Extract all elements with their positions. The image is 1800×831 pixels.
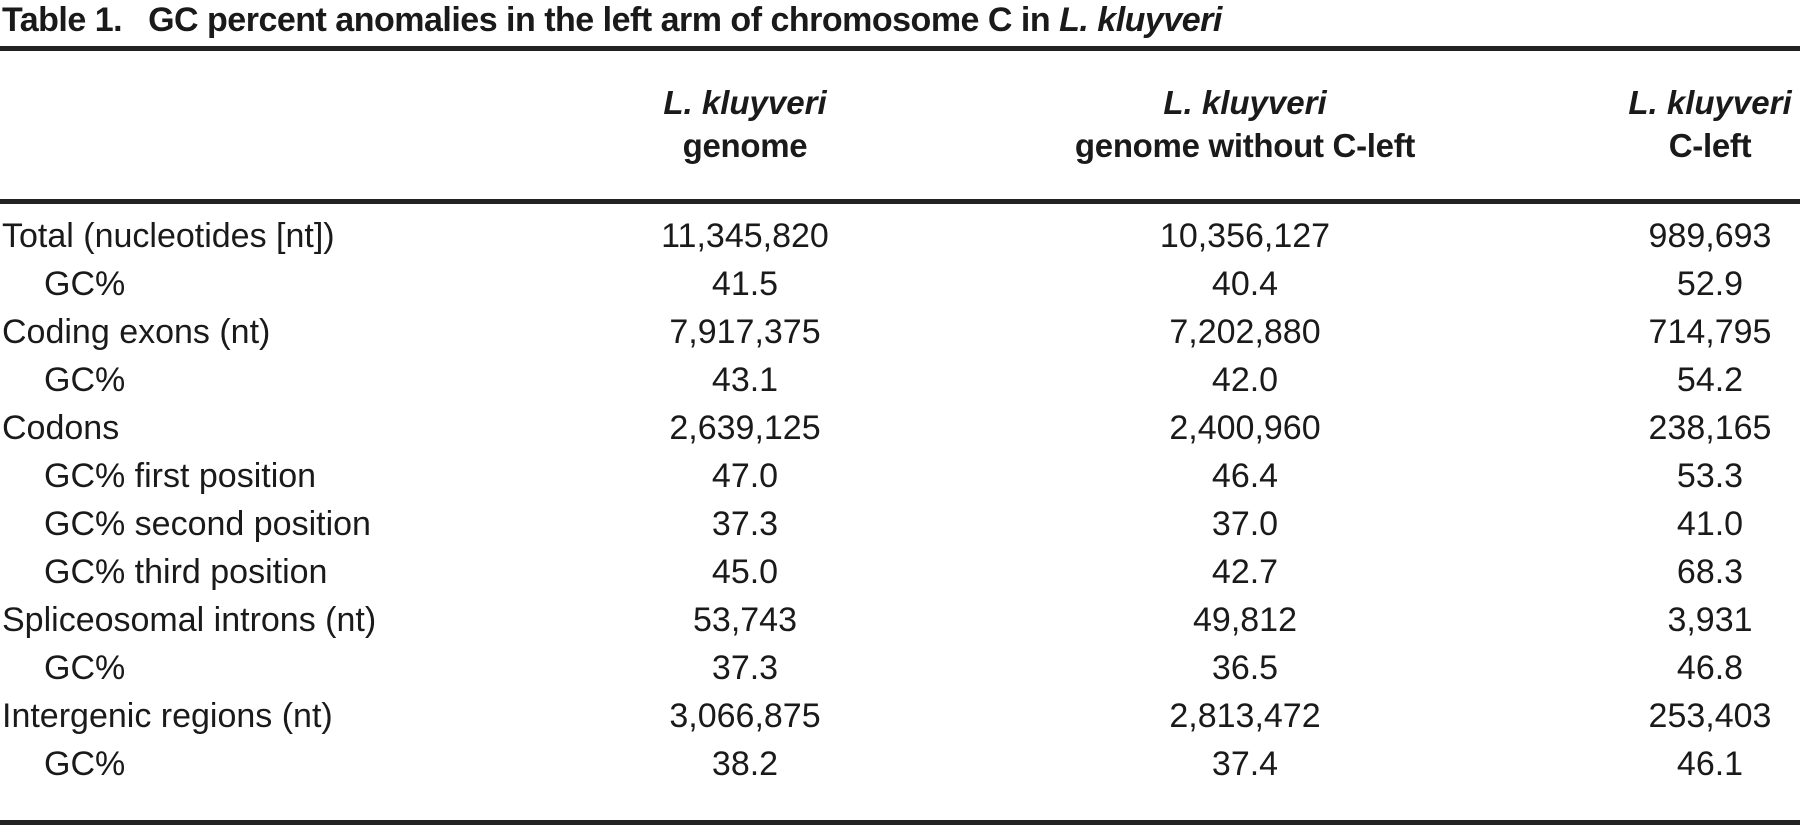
row-value: 714,795 bbox=[1648, 313, 1772, 351]
row-value: 41.5 bbox=[711, 265, 779, 303]
row-value: 37.3 bbox=[711, 505, 779, 543]
row-label: GC% bbox=[44, 649, 126, 687]
column-scope-label: C-left bbox=[1668, 127, 1752, 164]
row-value: 45.0 bbox=[711, 553, 779, 591]
row-value: 40.4 bbox=[1211, 265, 1279, 303]
row-label: GC% third position bbox=[44, 553, 328, 591]
row-label: Intergenic regions (nt) bbox=[2, 697, 333, 735]
table-row: Total (nucleotides [nt]) 11,345,820 10,356… bbox=[0, 212, 1800, 260]
column-species-label: L. kluyveri bbox=[1628, 84, 1792, 121]
row-value: 37.3 bbox=[711, 649, 779, 687]
column-species-label: L. kluyveri bbox=[1163, 84, 1327, 121]
table-title-species: L. kluyveri bbox=[1059, 1, 1222, 39]
table-row: GC% 37.3 36.5 46.8 bbox=[0, 644, 1800, 692]
table-body: Total (nucleotides [nt]) 11,345,820 10,356… bbox=[0, 204, 1800, 788]
row-value: 3,931 bbox=[1667, 601, 1753, 639]
row-value: 253,403 bbox=[1648, 697, 1772, 735]
row-value: 37.0 bbox=[1211, 505, 1279, 543]
table-row: Intergenic regions (nt) 3,066,875 2,813,47… bbox=[0, 692, 1800, 740]
row-value: 989,693 bbox=[1648, 217, 1772, 255]
row-value: 46.1 bbox=[1676, 745, 1744, 783]
table-row: GC% third position 45.0 42.7 68.3 bbox=[0, 548, 1800, 596]
row-label: GC% second position bbox=[44, 505, 371, 543]
row-value: 53.3 bbox=[1676, 457, 1744, 495]
row-value: 37.4 bbox=[1211, 745, 1279, 783]
column-scope-label: genome without C-left bbox=[1074, 127, 1416, 164]
bottom-rule bbox=[0, 820, 1800, 825]
row-value: 7,202,880 bbox=[1169, 313, 1321, 351]
table-title-text: GC percent anomalies in the left arm of … bbox=[148, 1, 1051, 39]
row-value: 41.0 bbox=[1676, 505, 1744, 543]
row-label: GC% bbox=[44, 745, 126, 783]
row-value: 3,066,875 bbox=[669, 697, 821, 735]
row-label: GC% bbox=[44, 361, 126, 399]
table-row: Codons 2,639,125 2,400,960 238,165 bbox=[0, 404, 1800, 452]
column-species-label: L. kluyveri bbox=[663, 84, 827, 121]
column-header-genome-without-c-left: L. kluyveri genome without C-left bbox=[1050, 81, 1440, 167]
row-value: 36.5 bbox=[1211, 649, 1279, 687]
row-value: 52.9 bbox=[1676, 265, 1744, 303]
row-label: Spliceosomal introns (nt) bbox=[2, 601, 377, 639]
row-value: 2,400,960 bbox=[1169, 409, 1321, 447]
column-header-genome: L. kluyveri genome bbox=[440, 81, 1050, 167]
row-value: 2,639,125 bbox=[669, 409, 821, 447]
table-row: GC% 38.2 37.4 46.1 bbox=[0, 740, 1800, 788]
table-caption: Table 1. GC percent anomalies in the lef… bbox=[0, 0, 1800, 46]
column-header-c-left: L. kluyveri C-left bbox=[1440, 81, 1800, 167]
row-value: 46.8 bbox=[1676, 649, 1744, 687]
row-value: 238,165 bbox=[1648, 409, 1772, 447]
table-row: GC% second position 37.3 37.0 41.0 bbox=[0, 500, 1800, 548]
row-value: 68.3 bbox=[1676, 553, 1744, 591]
row-label: Coding exons (nt) bbox=[2, 313, 271, 351]
row-value: 7,917,375 bbox=[669, 313, 821, 351]
row-value: 10,356,127 bbox=[1159, 217, 1331, 255]
table-header-row: L. kluyveri genome L. kluyveri genome wi… bbox=[0, 51, 1800, 199]
header-rule bbox=[0, 199, 1800, 204]
column-scope-label: genome bbox=[682, 127, 808, 164]
table-row: GC% first position 47.0 46.4 53.3 bbox=[0, 452, 1800, 500]
row-value: 53,743 bbox=[693, 601, 797, 639]
table-row: GC% 41.5 40.4 52.9 bbox=[0, 260, 1800, 308]
table-number-label: Table 1. bbox=[2, 1, 123, 39]
row-value: 49,812 bbox=[1193, 601, 1297, 639]
row-label: GC% bbox=[44, 265, 126, 303]
row-label: Total (nucleotides [nt]) bbox=[2, 217, 335, 255]
row-value: 43.1 bbox=[711, 361, 779, 399]
row-value: 38.2 bbox=[711, 745, 779, 783]
row-value: 11,345,820 bbox=[661, 217, 829, 255]
row-value: 2,813,472 bbox=[1169, 697, 1321, 735]
row-value: 47.0 bbox=[711, 457, 779, 495]
row-value: 42.0 bbox=[1211, 361, 1279, 399]
row-value: 46.4 bbox=[1211, 457, 1279, 495]
row-label: Codons bbox=[2, 409, 120, 447]
row-label: GC% first position bbox=[44, 457, 317, 495]
header-spacer-cell bbox=[0, 81, 440, 167]
table-row: Coding exons (nt) 7,917,375 7,202,880 714,7… bbox=[0, 308, 1800, 356]
table-row: Spliceosomal introns (nt) 53,743 49,812 3,9… bbox=[0, 596, 1800, 644]
table-row: GC% 43.1 42.0 54.2 bbox=[0, 356, 1800, 404]
row-value: 42.7 bbox=[1211, 553, 1279, 591]
row-value: 54.2 bbox=[1676, 361, 1744, 399]
top-rule bbox=[0, 46, 1800, 51]
